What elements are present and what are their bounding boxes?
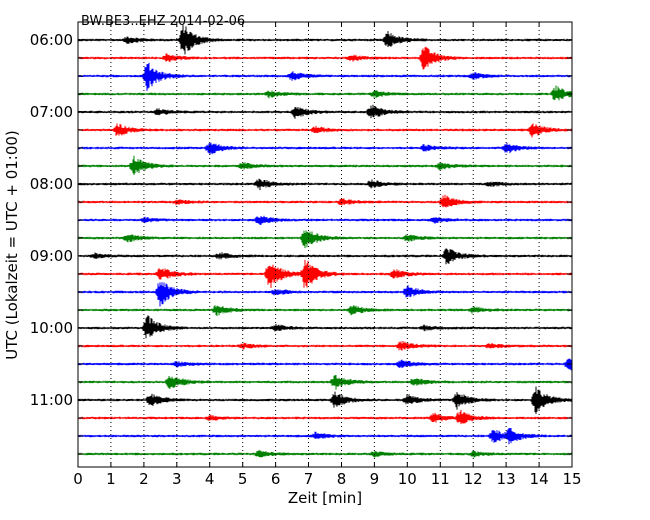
- x-tick-label-12: 12: [464, 470, 483, 488]
- x-tick-label-4: 4: [205, 470, 215, 488]
- trace-line: [77, 85, 573, 101]
- trace-row-08:30: [77, 215, 573, 225]
- trace-line: [77, 25, 573, 55]
- trace-line: [77, 178, 573, 191]
- chart-title: BW.BE3..EHZ 2014-02-06: [81, 14, 245, 29]
- trace-line: [77, 259, 573, 288]
- trace-line: [77, 386, 573, 414]
- plot-frame: [77, 21, 573, 468]
- x-tick-label-6: 6: [271, 470, 281, 488]
- x-tick-label-9: 9: [370, 470, 380, 488]
- trace-line: [77, 142, 573, 155]
- x-tick-label-10: 10: [398, 470, 417, 488]
- trace-line: [77, 375, 573, 390]
- trace-row-09:30: [77, 282, 573, 307]
- trace-row-10:15: [77, 341, 573, 351]
- x-axis-label: Zeit [min]: [288, 489, 362, 507]
- trace-row-07:30: [77, 142, 573, 155]
- trace-line: [77, 155, 573, 175]
- trace-row-07:15: [77, 123, 573, 138]
- traces-layer: [77, 25, 573, 458]
- trace-line: [77, 315, 573, 339]
- x-tick-label-14: 14: [530, 470, 549, 488]
- trace-row-08:15: [77, 194, 573, 208]
- trace-row-09:45: [77, 305, 573, 316]
- ticks-layer: 0 1 2 3 4 5 6 7 8 9 10 11 12 13 14 1506:0007:0008:0009:…: [30, 22, 582, 488]
- y-tick-label-11:00: 11:00: [30, 391, 73, 409]
- x-tick-label-2: 2: [139, 470, 149, 488]
- y-tick-label-07:00: 07:00: [30, 103, 73, 121]
- trace-line: [77, 305, 573, 316]
- x-tick-label-7: 7: [304, 470, 314, 488]
- trace-line: [77, 341, 573, 351]
- trace-line: [77, 450, 573, 458]
- trace-line: [77, 230, 573, 249]
- trace-row-11:30: [77, 428, 573, 445]
- x-tick-label-1: 1: [106, 470, 116, 488]
- trace-row-10:30: [77, 358, 573, 371]
- trace-line: [77, 409, 573, 425]
- y-tick-label-09:00: 09:00: [30, 247, 73, 265]
- trace-line: [77, 62, 573, 91]
- trace-line: [77, 123, 573, 138]
- trace-row-06:15: [77, 46, 573, 70]
- x-tick-label-3: 3: [172, 470, 182, 488]
- trace-row-07:00: [77, 104, 573, 119]
- trace-row-06:45: [77, 85, 573, 101]
- y-tick-label-10:00: 10:00: [30, 319, 73, 337]
- trace-row-08:45: [77, 230, 573, 249]
- trace-row-09:00: [77, 248, 573, 265]
- trace-line: [77, 104, 573, 119]
- x-tick-label-8: 8: [337, 470, 347, 488]
- trace-row-09:15: [77, 259, 573, 288]
- trace-row-11:15: [77, 409, 573, 425]
- trace-row-08:00: [77, 178, 573, 191]
- x-tick-label-11: 11: [431, 470, 450, 488]
- trace-line: [77, 46, 573, 70]
- x-tick-label-15: 15: [562, 470, 581, 488]
- trace-row-06:00: [77, 25, 573, 55]
- y-tick-label-08:00: 08:00: [30, 175, 73, 193]
- trace-row-11:00: [77, 386, 573, 414]
- trace-line: [77, 215, 573, 225]
- trace-row-06:30: [77, 62, 573, 91]
- trace-row-11:45: [77, 450, 573, 458]
- x-tick-label-13: 13: [497, 470, 516, 488]
- trace-line: [77, 248, 573, 265]
- x-tick-label-5: 5: [238, 470, 248, 488]
- trace-row-07:45: [77, 155, 573, 175]
- trace-line: [77, 358, 573, 371]
- trace-line: [77, 282, 573, 307]
- y-tick-label-06:00: 06:00: [30, 31, 73, 49]
- trace-row-10:45: [77, 375, 573, 390]
- trace-row-10:00: [77, 315, 573, 339]
- trace-line: [77, 194, 573, 208]
- trace-line: [77, 428, 573, 445]
- y-axis-label: UTC (Lokalzeit = UTC + 01:00): [3, 130, 21, 360]
- x-tick-label-0: 0: [73, 470, 83, 488]
